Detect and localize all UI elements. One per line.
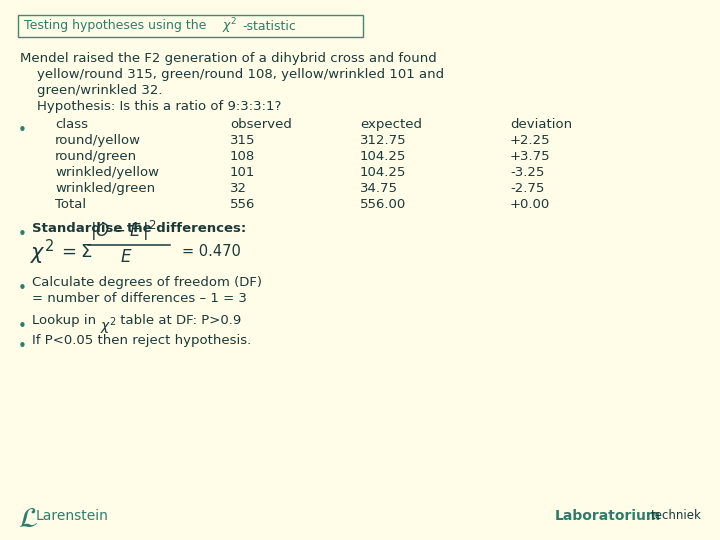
Text: = number of differences – 1 = 3: = number of differences – 1 = 3 xyxy=(32,292,247,305)
Text: •: • xyxy=(18,319,27,334)
Text: Calculate degrees of freedom (DF): Calculate degrees of freedom (DF) xyxy=(32,276,262,289)
Text: $= \Sigma$: $= \Sigma$ xyxy=(58,243,92,261)
Text: 34.75: 34.75 xyxy=(360,182,398,195)
Text: Laboratorium: Laboratorium xyxy=(555,509,661,523)
Text: techniek: techniek xyxy=(651,509,702,522)
Text: observed: observed xyxy=(230,118,292,131)
Text: class: class xyxy=(55,118,88,131)
Text: +0.00: +0.00 xyxy=(510,198,550,211)
Text: expected: expected xyxy=(360,118,422,131)
FancyBboxPatch shape xyxy=(18,15,363,37)
Text: $|O - E\,|^2$: $|O - E\,|^2$ xyxy=(90,219,156,243)
Text: = 0.470: = 0.470 xyxy=(182,245,241,260)
Text: 315: 315 xyxy=(230,134,256,147)
Text: $\chi^2$: $\chi^2$ xyxy=(30,238,54,267)
Text: yellow/round 315, green/round 108, yellow/wrinkled 101 and: yellow/round 315, green/round 108, yello… xyxy=(20,68,444,81)
Text: +2.25: +2.25 xyxy=(510,134,551,147)
Text: -2.75: -2.75 xyxy=(510,182,544,195)
Text: Standardise the differences:: Standardise the differences: xyxy=(32,222,246,235)
Text: Larenstein: Larenstein xyxy=(36,509,109,523)
Text: -statistic: -statistic xyxy=(242,19,296,32)
Text: table at DF: P>0.9: table at DF: P>0.9 xyxy=(116,314,241,327)
Text: 32: 32 xyxy=(230,182,247,195)
Text: Total: Total xyxy=(55,198,86,211)
Text: $\chi^2$: $\chi^2$ xyxy=(222,16,237,36)
Text: Mendel raised the F2 generation of a dihybrid cross and found: Mendel raised the F2 generation of a dih… xyxy=(20,52,437,65)
Text: round/yellow: round/yellow xyxy=(55,134,141,147)
Text: •: • xyxy=(18,339,27,354)
Text: •: • xyxy=(18,281,27,296)
Text: Lookup in: Lookup in xyxy=(32,314,100,327)
Text: +3.75: +3.75 xyxy=(510,150,551,163)
Text: 108: 108 xyxy=(230,150,256,163)
Text: $\chi^2$: $\chi^2$ xyxy=(100,315,117,336)
Text: $E$: $E$ xyxy=(120,248,132,266)
Text: -3.25: -3.25 xyxy=(510,166,544,179)
Text: 104.25: 104.25 xyxy=(360,150,406,163)
Text: deviation: deviation xyxy=(510,118,572,131)
Text: Testing hypotheses using the: Testing hypotheses using the xyxy=(24,19,210,32)
Text: •: • xyxy=(18,123,27,138)
Text: 556: 556 xyxy=(230,198,256,211)
Text: Hypothesis: Is this a ratio of 9:3:3:1?: Hypothesis: Is this a ratio of 9:3:3:1? xyxy=(20,100,282,113)
Text: 312.75: 312.75 xyxy=(360,134,407,147)
Text: wrinkled/yellow: wrinkled/yellow xyxy=(55,166,159,179)
Text: 101: 101 xyxy=(230,166,256,179)
Text: $\mathcal{L}$: $\mathcal{L}$ xyxy=(18,505,38,533)
Text: If P<0.05 then reject hypothesis.: If P<0.05 then reject hypothesis. xyxy=(32,334,251,347)
Text: green/wrinkled 32.: green/wrinkled 32. xyxy=(20,84,163,97)
Text: wrinkled/green: wrinkled/green xyxy=(55,182,155,195)
Text: •: • xyxy=(18,227,27,242)
Text: 556.00: 556.00 xyxy=(360,198,406,211)
Text: 104.25: 104.25 xyxy=(360,166,406,179)
Text: round/green: round/green xyxy=(55,150,137,163)
